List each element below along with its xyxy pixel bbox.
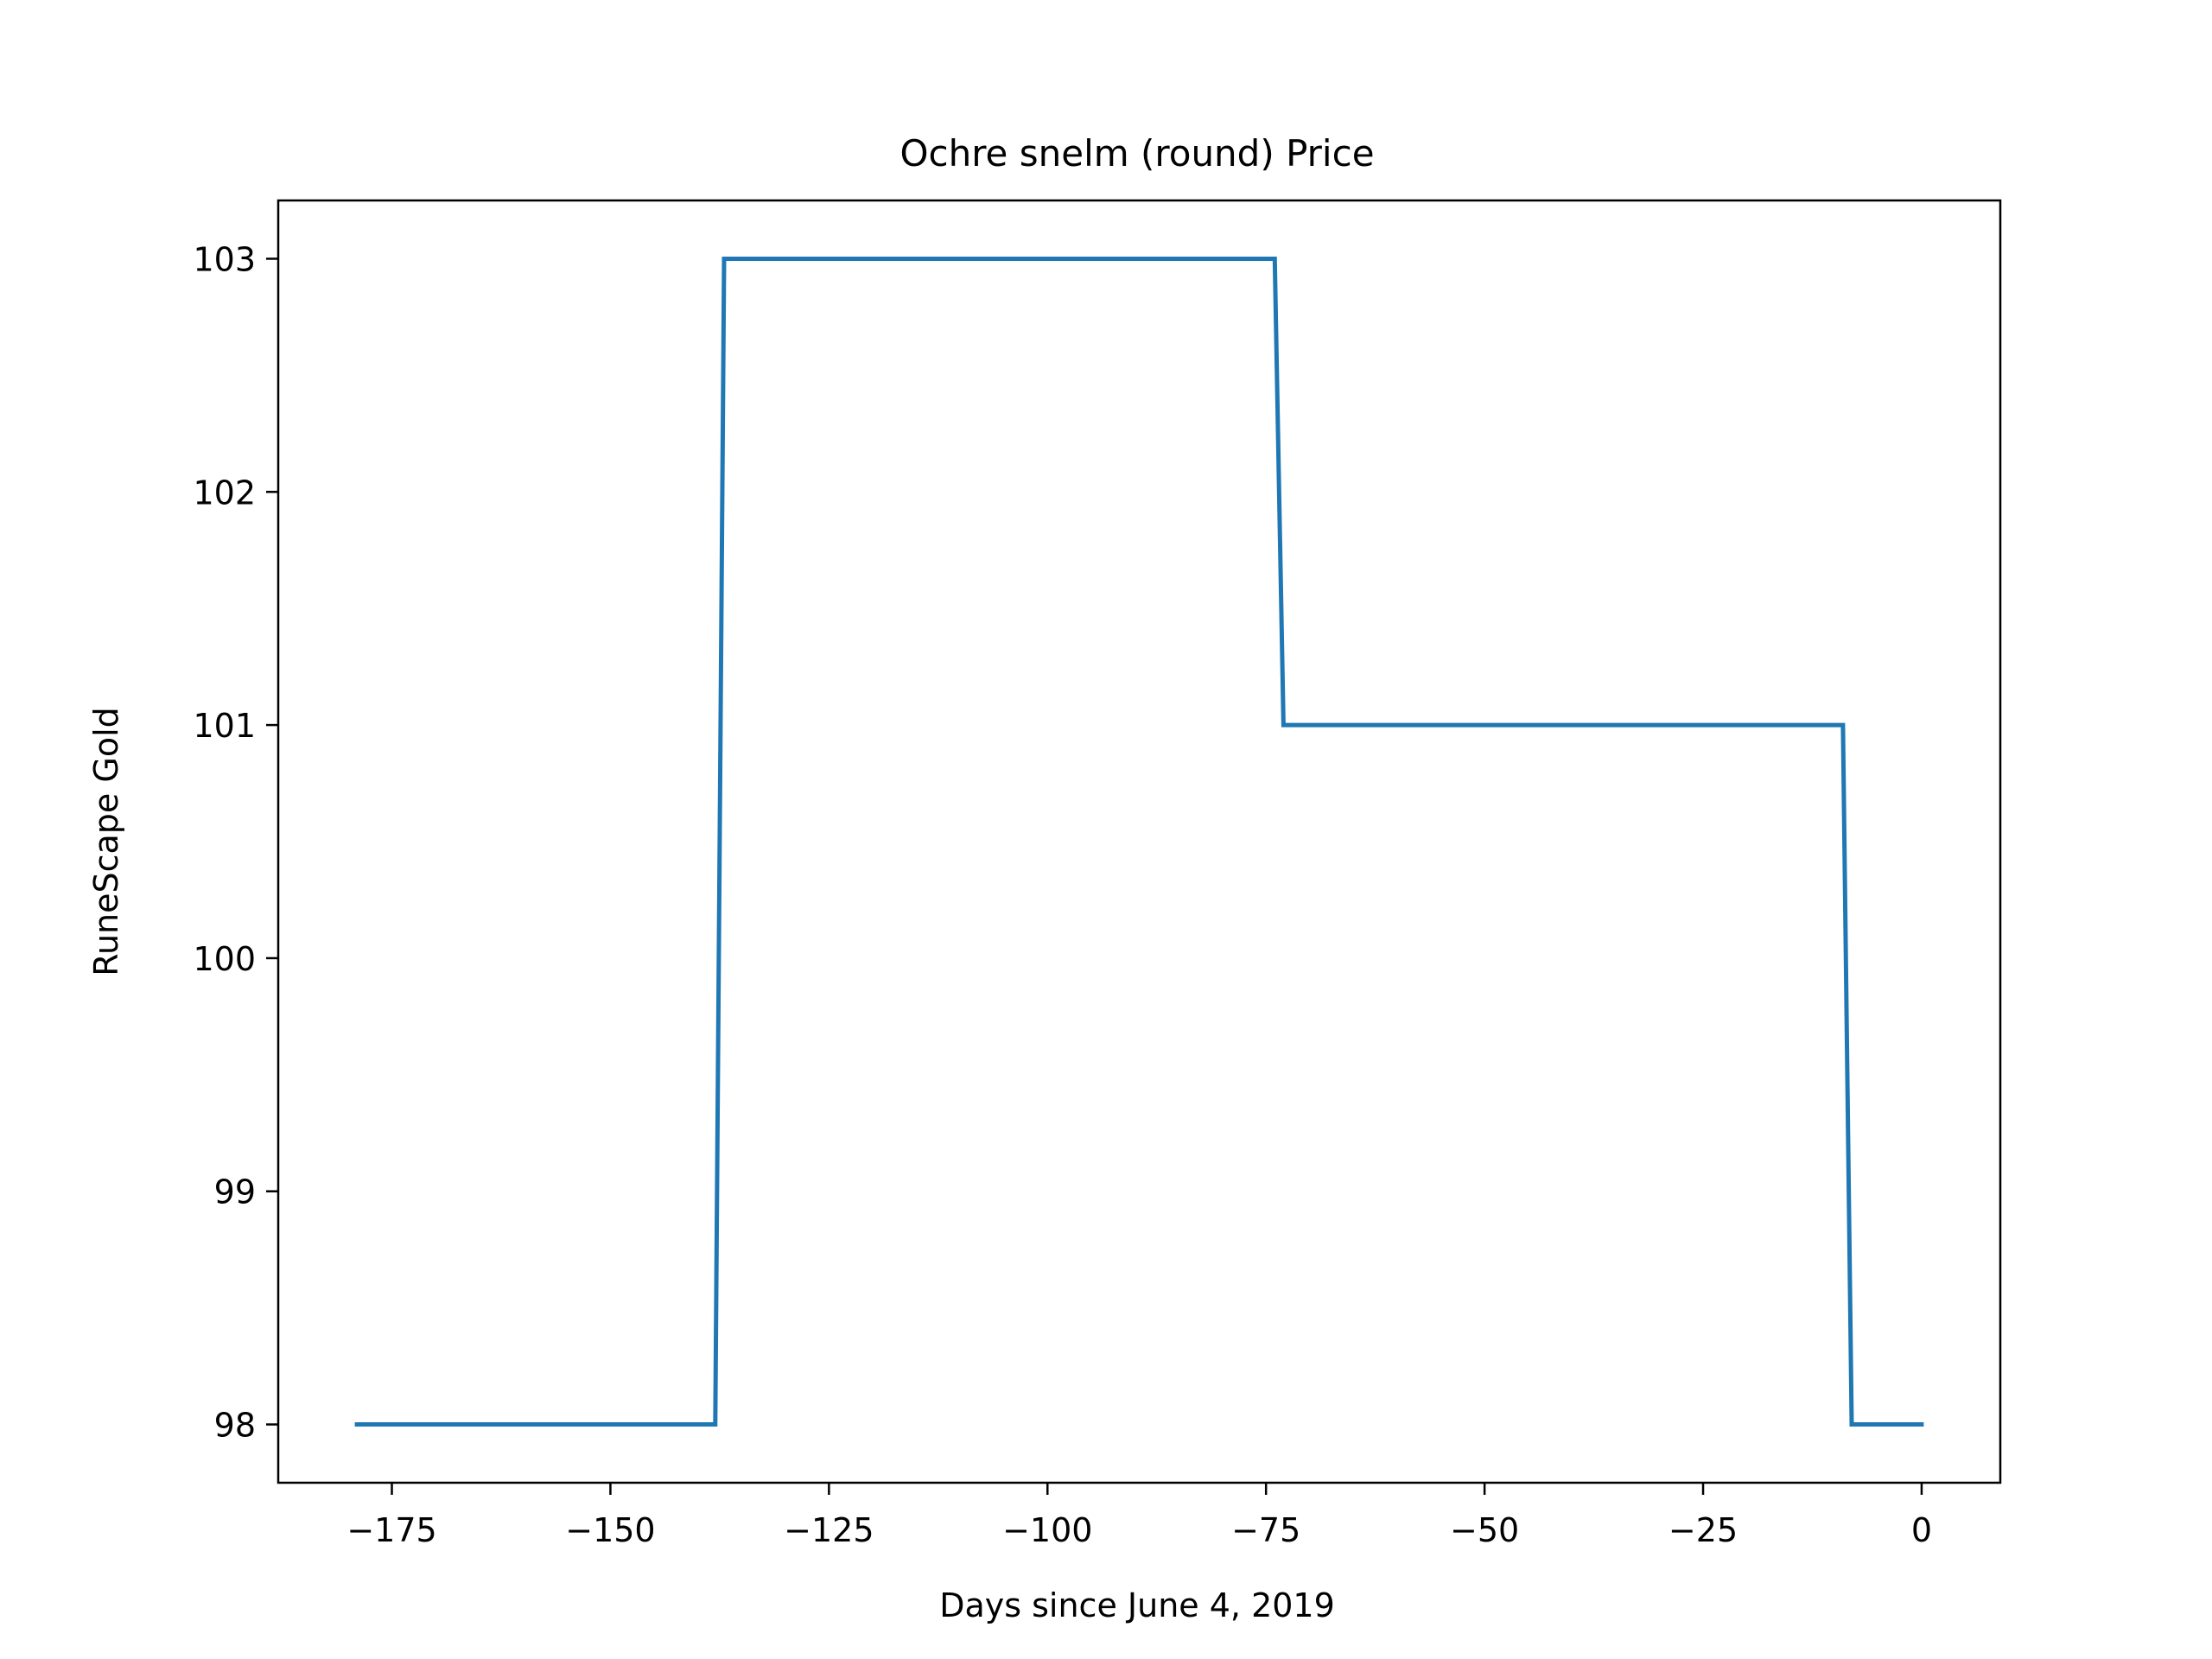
x-tick-label: −25 (1669, 1511, 1738, 1549)
y-tick-label: 102 (193, 474, 256, 512)
y-tick-label: 103 (193, 240, 256, 278)
x-tick-label: −100 (1002, 1511, 1092, 1549)
x-tick-label: −75 (1231, 1511, 1300, 1549)
x-axis: −175 −150 −125 −100 −75 −50 −25 0 (346, 1483, 1932, 1549)
x-tick-label: −50 (1450, 1511, 1519, 1549)
y-tick-label: 100 (193, 940, 256, 978)
y-axis-label: RuneScape Gold (87, 707, 125, 976)
x-axis-label: Days since June 4, 2019 (939, 1586, 1335, 1624)
plot-area (354, 257, 1924, 1427)
y-axis: 98 99 100 101 102 103 (193, 240, 278, 1445)
y-tick-label: 101 (193, 707, 256, 745)
x-tick-label: −175 (346, 1511, 436, 1549)
y-tick-label: 99 (214, 1173, 256, 1211)
chart-title: Ochre snelm (round) Price (899, 132, 1374, 175)
axes-frame (276, 199, 2002, 1484)
x-tick-label: −150 (565, 1511, 655, 1549)
x-tick-label: −125 (784, 1511, 874, 1549)
series-line (354, 257, 1924, 1427)
x-tick-label: 0 (1911, 1511, 1932, 1549)
y-tick-label: 98 (214, 1407, 256, 1445)
